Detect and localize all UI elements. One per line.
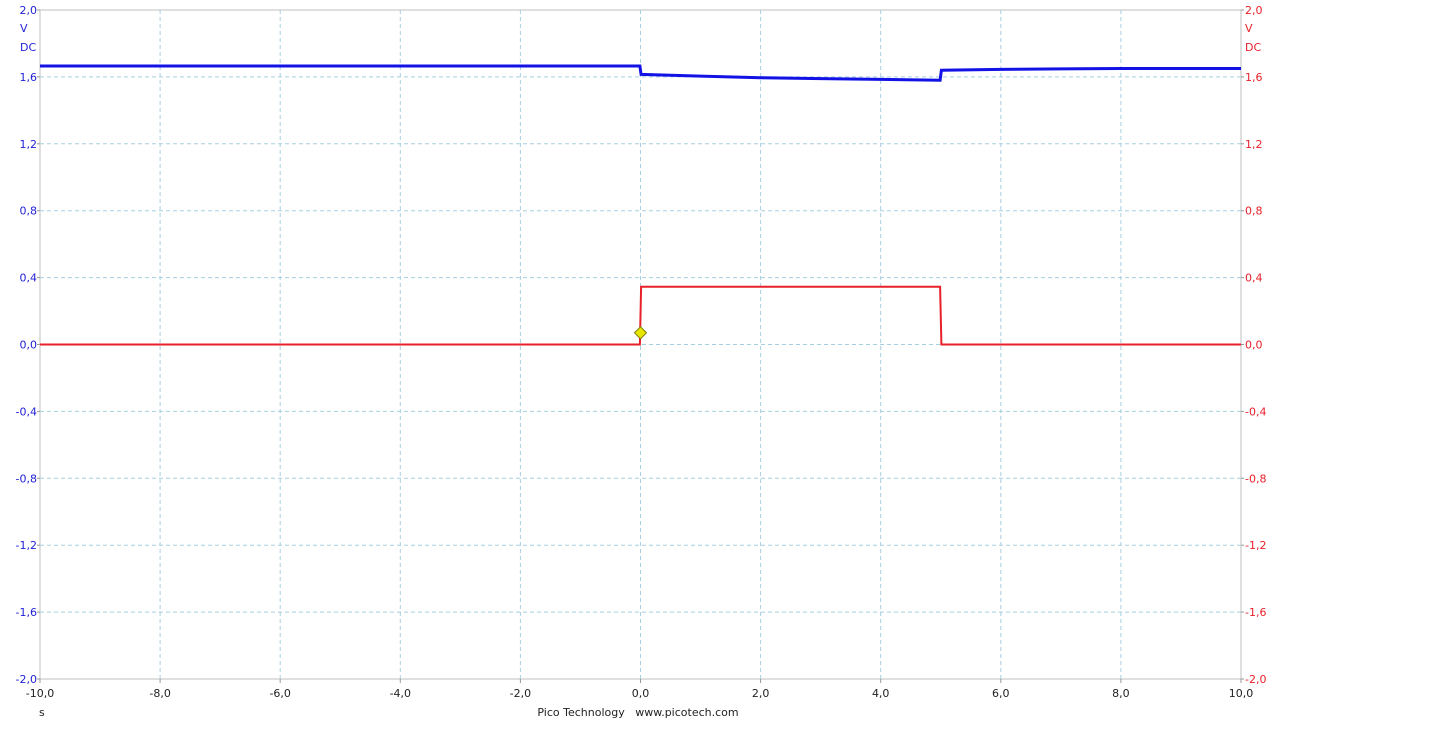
right-y-tick-label: 1,6 xyxy=(1245,71,1263,84)
x-tick-label: 10,0 xyxy=(1229,687,1254,700)
left-y-tick-label: 0,0 xyxy=(20,339,38,352)
left-y-tick-label: -1,6 xyxy=(16,606,37,619)
x-tick-label: 0,0 xyxy=(632,687,650,700)
right-y-tick-label: -1,6 xyxy=(1245,606,1266,619)
x-tick-label: 6,0 xyxy=(992,687,1010,700)
series-channel-a-trace xyxy=(40,64,1241,82)
right-y-tick-label: 0,8 xyxy=(1245,205,1263,218)
x-tick-label: 8,0 xyxy=(1112,687,1130,700)
x-tick-label: -6,0 xyxy=(269,687,290,700)
x-tick-label: -10,0 xyxy=(26,687,54,700)
right-y-tick-label: -0,8 xyxy=(1245,472,1266,485)
left-y-tick-label: 1,6 xyxy=(20,71,38,84)
x-axis-unit: s xyxy=(39,706,45,719)
x-tick-label: 2,0 xyxy=(752,687,770,700)
left-y-tick-label: 0,4 xyxy=(20,272,38,285)
series-traces xyxy=(40,64,1241,346)
left-axis-coupling: DC xyxy=(20,41,36,54)
left-y-tick-label: -0,4 xyxy=(16,405,37,418)
right-y-tick-label: 0,0 xyxy=(1245,339,1263,352)
axis-ticks: 2,0 1,6 1,2 0,8 0,4 0,0 -0,4 -0,8 -1,2 -1,6 -2,0 2,… xyxy=(16,4,1267,700)
right-y-tick-label: 2,0 xyxy=(1245,4,1263,17)
footer-credit: Pico Technology www.picotech.com xyxy=(537,706,738,719)
left-y-tick-label: -0,8 xyxy=(16,472,37,485)
right-y-tick-label: -2,0 xyxy=(1245,673,1266,686)
x-tick-label: 4,0 xyxy=(872,687,890,700)
series-channel-b-trace xyxy=(40,285,1241,346)
right-y-tick-label: -0,4 xyxy=(1245,405,1266,418)
left-y-tick-label: -2,0 xyxy=(16,673,37,686)
right-y-tick-label: 1,2 xyxy=(1245,138,1263,151)
right-axis-coupling: DC xyxy=(1245,41,1261,54)
right-y-tick-label: -1,2 xyxy=(1245,539,1266,552)
x-tick-label: -2,0 xyxy=(510,687,531,700)
right-y-tick-label: 0,4 xyxy=(1245,272,1263,285)
left-axis-unit: V xyxy=(20,22,28,35)
x-tick-label: -4,0 xyxy=(390,687,411,700)
right-axis-unit: V xyxy=(1245,22,1253,35)
left-y-tick-label: -1,2 xyxy=(16,539,37,552)
left-y-tick-label: 0,8 xyxy=(20,205,38,218)
left-y-tick-label: 2,0 xyxy=(20,4,38,17)
x-tick-label: -8,0 xyxy=(149,687,170,700)
trigger-marker-layer xyxy=(633,326,648,340)
left-y-tick-label: 1,2 xyxy=(20,138,38,151)
trigger-marker xyxy=(633,326,648,340)
